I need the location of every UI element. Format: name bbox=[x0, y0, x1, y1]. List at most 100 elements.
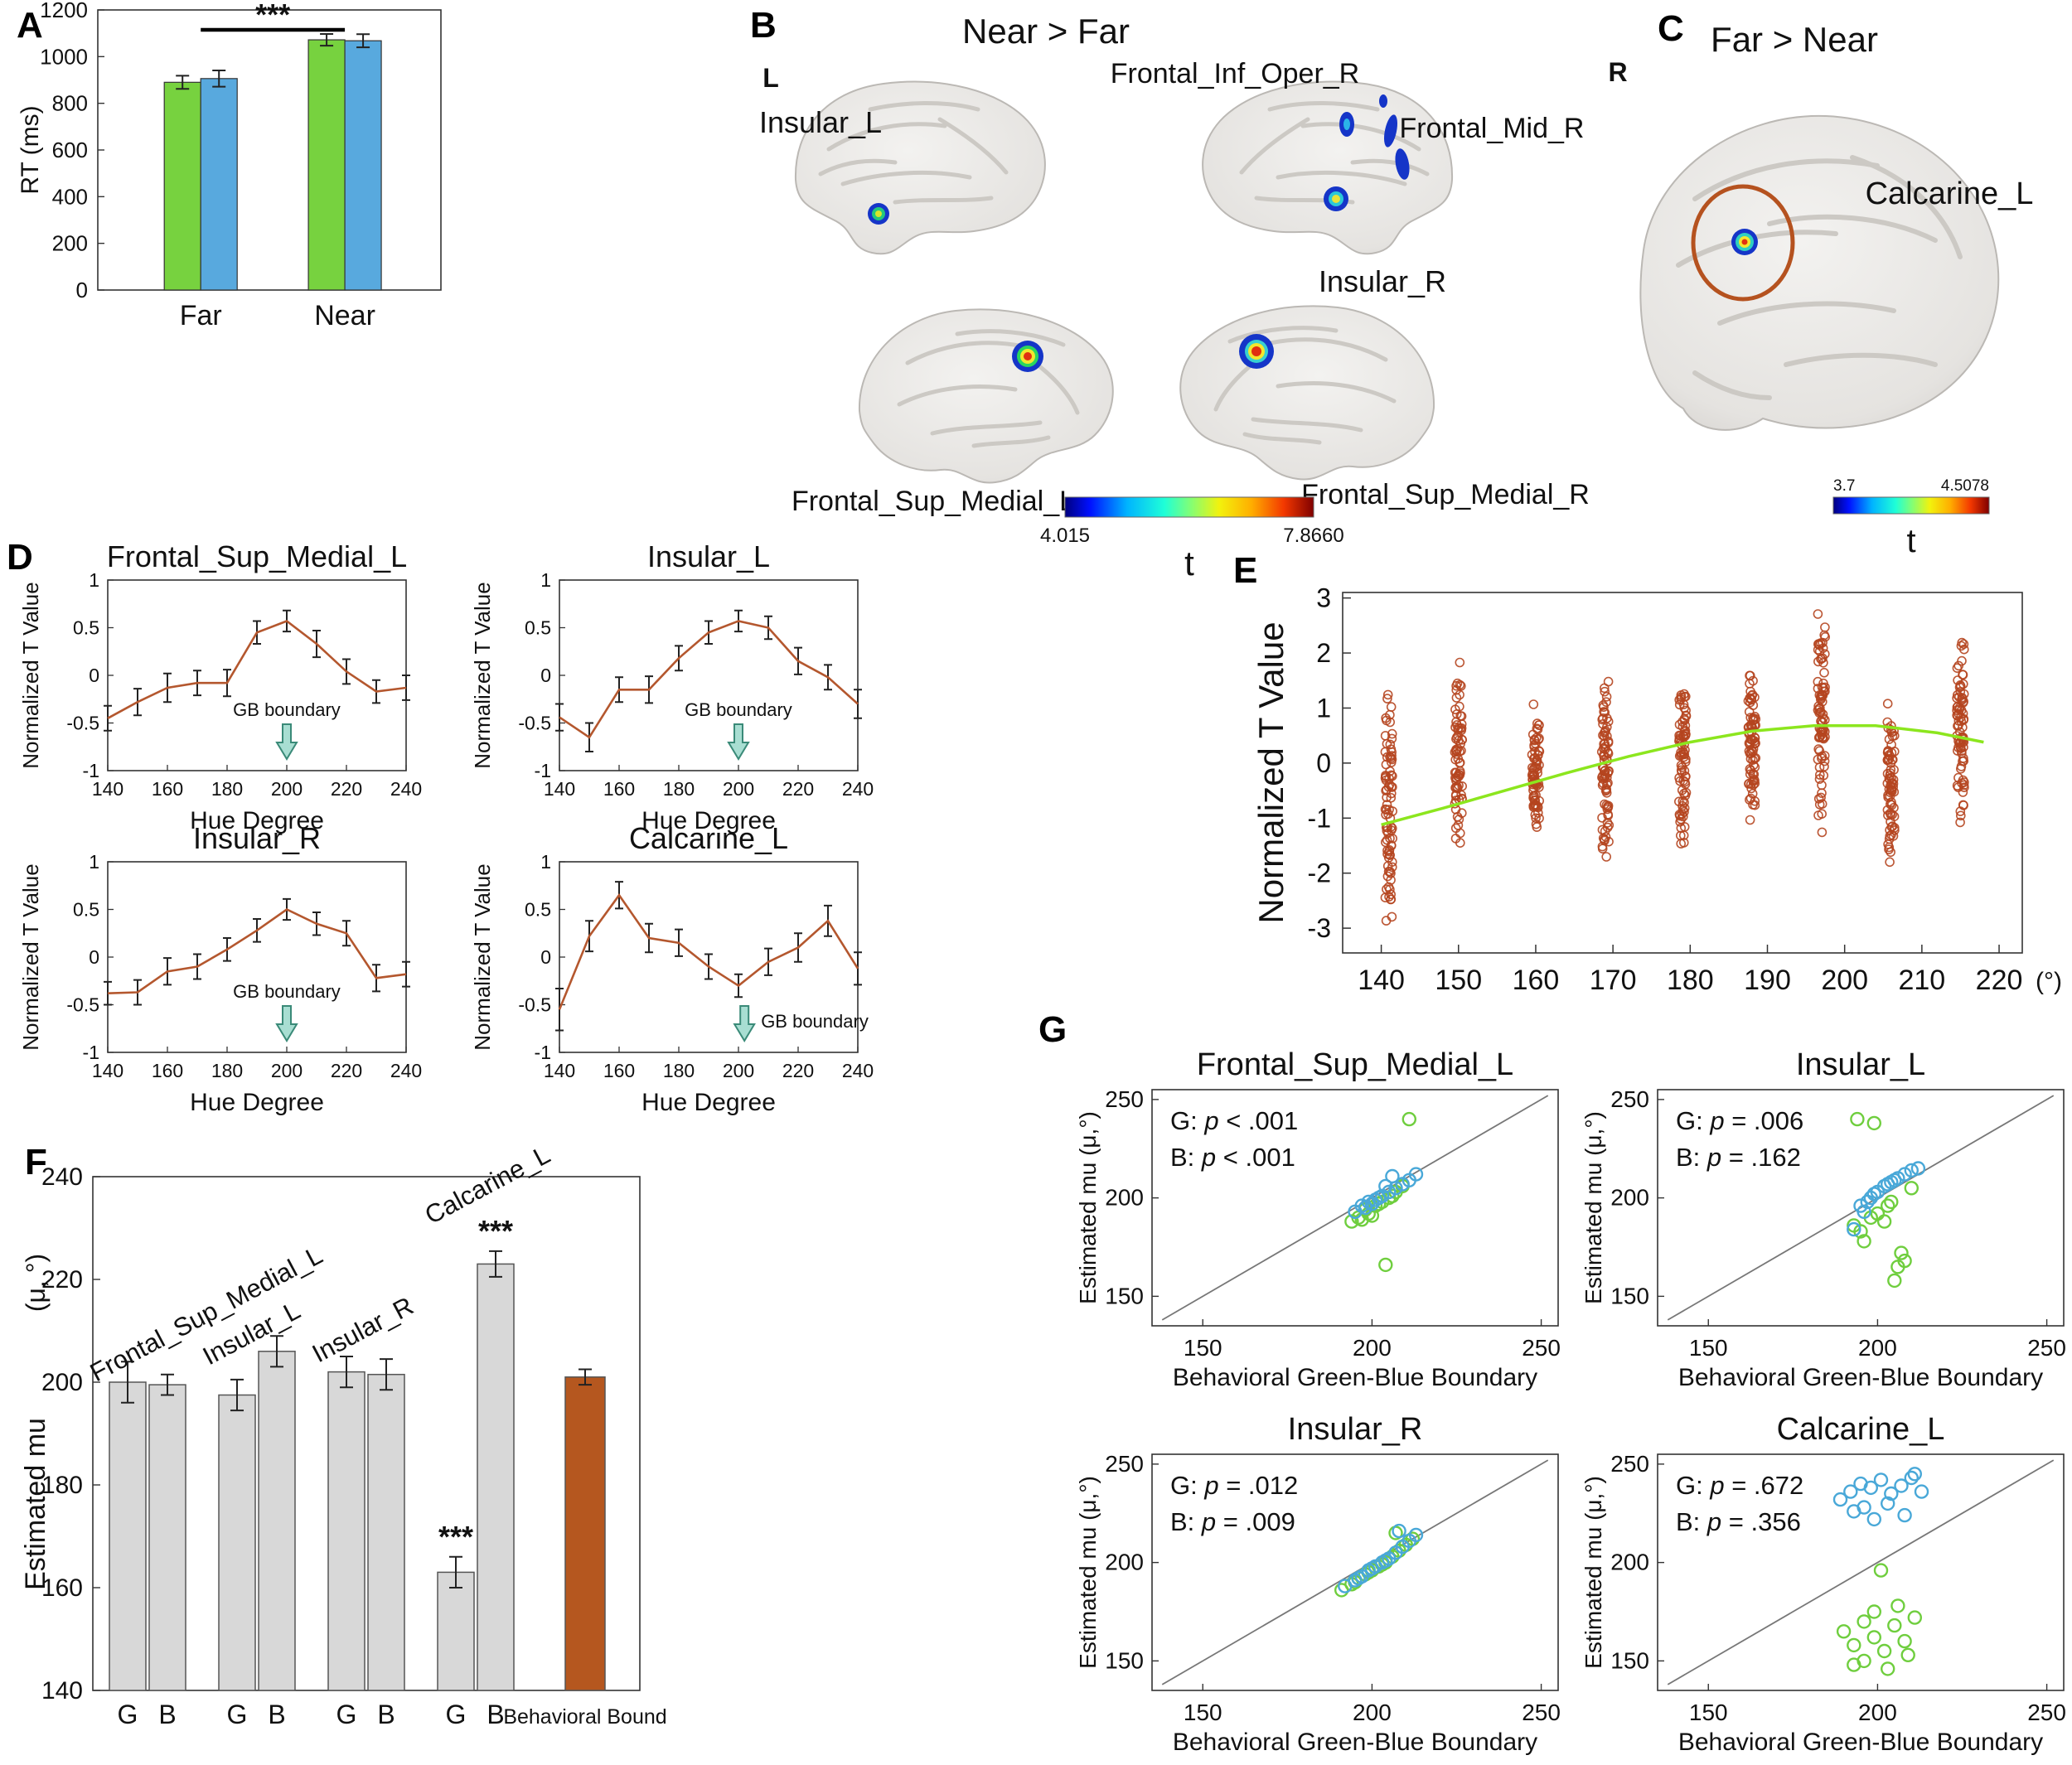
green-point bbox=[1402, 1111, 1417, 1127]
data-point bbox=[1528, 785, 1538, 795]
error-bar bbox=[402, 675, 410, 701]
y-tick-label: 250 bbox=[1610, 1451, 1649, 1477]
data-point bbox=[1386, 840, 1397, 851]
error-bar bbox=[212, 69, 226, 88]
subplot-title: Insular_L bbox=[1796, 1047, 1925, 1082]
data-point bbox=[1882, 699, 1893, 709]
x-tick-label: G bbox=[118, 1700, 138, 1729]
y-axis-label: Estimated mu (μ,°) bbox=[1075, 1476, 1101, 1669]
x-tick-label: 250 bbox=[2027, 1700, 2066, 1725]
data-point bbox=[1457, 734, 1467, 745]
green-point bbox=[1900, 1647, 1915, 1663]
x-tick-label: 240 bbox=[390, 778, 422, 800]
x-tick-label: 170 bbox=[1590, 965, 1637, 996]
brain-medial-right-sulcus bbox=[1267, 337, 1388, 362]
y-tick-label: 800 bbox=[52, 91, 88, 116]
data-point bbox=[1819, 762, 1829, 771]
hotspot-frontal-mid-r-2 bbox=[1395, 148, 1410, 180]
data-point bbox=[1452, 811, 1463, 822]
blue-point bbox=[1832, 1492, 1848, 1507]
green-point bbox=[1904, 1181, 1920, 1196]
data-point bbox=[1534, 795, 1544, 806]
data-point bbox=[1958, 756, 1969, 766]
data-point bbox=[1813, 701, 1823, 712]
x-tick-label: 140 bbox=[544, 778, 575, 800]
gb-boundary-arrow bbox=[733, 1005, 756, 1042]
data-point bbox=[1604, 836, 1614, 847]
hotspot-insular-l bbox=[868, 203, 889, 225]
y-tick-label: 150 bbox=[1105, 1647, 1144, 1673]
data-point bbox=[1958, 775, 1968, 786]
y-tick-label: 1 bbox=[89, 569, 99, 591]
green-point bbox=[1853, 1224, 1868, 1239]
y-tick-label: 0 bbox=[76, 278, 88, 302]
blue-point bbox=[1364, 1561, 1380, 1576]
data-point bbox=[1886, 768, 1895, 778]
x-tick-label: 190 bbox=[1744, 965, 1791, 996]
group-label-Insular_R: Insular_R bbox=[307, 1291, 419, 1368]
x-tick-label: 200 bbox=[1858, 1335, 1897, 1361]
error-bar bbox=[161, 1373, 174, 1396]
data-point bbox=[1749, 760, 1759, 771]
data-point bbox=[1600, 799, 1610, 810]
blue-point bbox=[1408, 1167, 1424, 1182]
x-tick-label: 150 bbox=[1435, 965, 1482, 996]
y-tick-label: 400 bbox=[52, 184, 88, 209]
x-tick-label: 220 bbox=[782, 778, 814, 800]
data-point bbox=[1745, 793, 1756, 804]
x-tick-label: 180 bbox=[211, 1060, 243, 1081]
x-tick-label: 200 bbox=[1821, 965, 1868, 996]
y-axis-label: Normalized T Value bbox=[470, 863, 495, 1050]
data-point bbox=[1676, 760, 1687, 771]
data-point bbox=[1745, 815, 1755, 825]
blue-point bbox=[1378, 1553, 1393, 1569]
data-point bbox=[1600, 832, 1611, 842]
data-point bbox=[1813, 676, 1823, 687]
data-point bbox=[1817, 827, 1828, 838]
y-tick-label: 1200 bbox=[40, 0, 88, 22]
y-tick-label: -0.5 bbox=[66, 994, 99, 1016]
x-axis-label: Behavioral Green-Blue Boundary bbox=[1173, 1729, 1537, 1756]
bar-Behavioral Bound-group4 bbox=[564, 1376, 606, 1691]
panel-G-subplot-Calcarine_L: 150 150 200 200 250 250 Calcarine_L Behavioral … bbox=[1581, 1412, 2066, 1756]
x-tick-label: 150 bbox=[1184, 1335, 1222, 1361]
plot-box bbox=[1151, 1089, 1559, 1327]
y-axis-label: Estimated mu bbox=[20, 1418, 51, 1590]
x-tick-label: B bbox=[377, 1700, 395, 1729]
x-axis-label: Behavioral Green-Blue Boundary bbox=[1678, 1364, 2043, 1391]
data-point bbox=[1385, 884, 1395, 895]
blue-point bbox=[1863, 1480, 1879, 1496]
green-point bbox=[1866, 1115, 1882, 1131]
green-point bbox=[1873, 1563, 1889, 1578]
colorbar-C bbox=[1832, 496, 1990, 515]
data-point bbox=[1601, 852, 1611, 862]
data-point bbox=[1602, 804, 1613, 815]
colorbar-B-t-label: t bbox=[1184, 544, 1194, 583]
data-point bbox=[1956, 716, 1967, 727]
green-point bbox=[1876, 1214, 1892, 1229]
data-point bbox=[1883, 810, 1893, 820]
y-tick-label: 250 bbox=[1610, 1086, 1649, 1112]
data-point bbox=[1956, 810, 1966, 821]
data-point bbox=[1527, 729, 1538, 740]
data-point bbox=[1382, 871, 1393, 882]
data-point bbox=[1959, 782, 1969, 793]
error-bar bbox=[579, 1368, 592, 1386]
y-axis-label: Normalized T Value bbox=[1251, 621, 1290, 923]
hotspot-frontal-inf-oper-r-core bbox=[1343, 118, 1350, 130]
brain-lateral-left-sulcus bbox=[826, 122, 947, 152]
data-point bbox=[1455, 657, 1465, 668]
green-point bbox=[1880, 1661, 1895, 1676]
data-point bbox=[1453, 771, 1463, 781]
error-bar bbox=[380, 1358, 393, 1391]
x-tick-label: G bbox=[227, 1700, 248, 1729]
blue-point bbox=[1904, 1163, 1920, 1178]
data-point bbox=[1819, 756, 1830, 766]
stats-blue: B: p = .009 bbox=[1170, 1507, 1295, 1536]
blue-point bbox=[1408, 1527, 1424, 1543]
data-point bbox=[1957, 637, 1967, 648]
data-point bbox=[1386, 889, 1396, 900]
y-tick-label: -0.5 bbox=[518, 994, 551, 1016]
x-tick-label: G bbox=[446, 1700, 467, 1729]
